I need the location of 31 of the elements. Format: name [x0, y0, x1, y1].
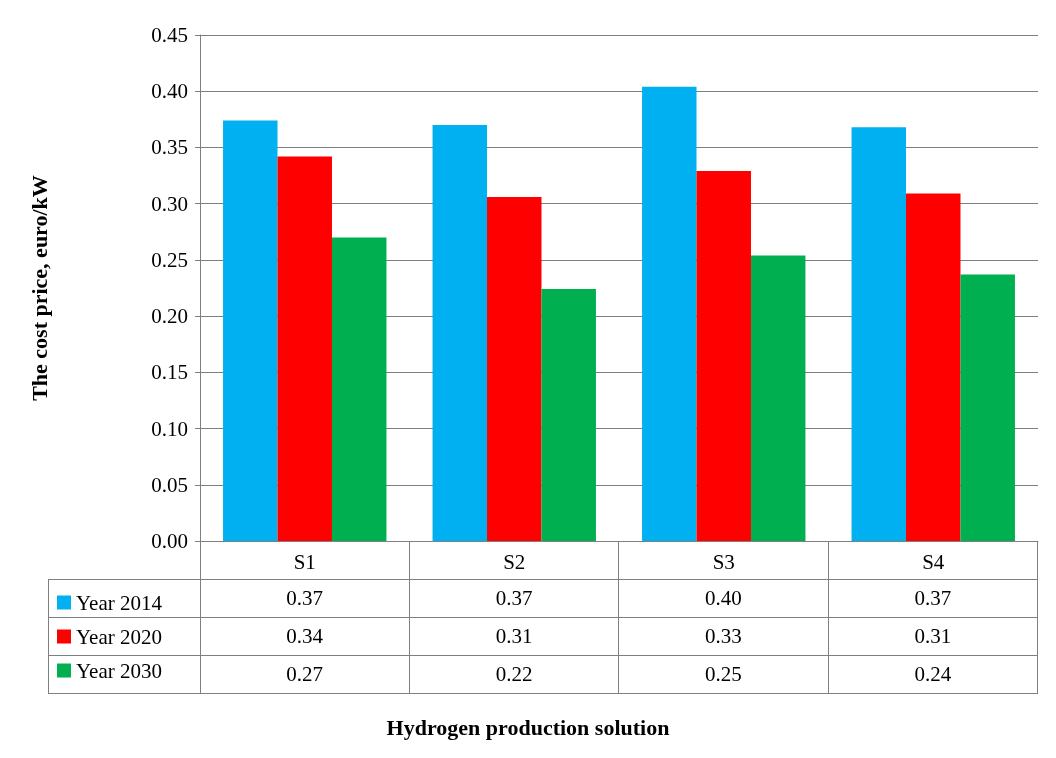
y-tick-label: 0.00: [151, 529, 188, 553]
y-tick-label: 0.20: [151, 304, 188, 329]
y-tick-label: 0.10: [151, 416, 188, 441]
data-label: 0.37: [828, 579, 1038, 618]
data-label: 0.40: [618, 579, 829, 618]
data-label: 0.33: [618, 617, 829, 656]
data-label: 0.24: [828, 655, 1038, 694]
x-tick-label: S3: [712, 549, 735, 574]
data-label: 0.27: [200, 655, 410, 694]
legend-label: Year 2020: [76, 624, 162, 649]
text: Hydrogen production solution: [386, 714, 670, 740]
data-label: 0.22: [409, 655, 619, 694]
y-tick-label: 0.15: [151, 360, 188, 385]
y-tick-label: 0.05: [151, 472, 188, 497]
legend-label: Year 2030: [76, 658, 162, 683]
data-label: 0.37: [200, 579, 410, 618]
legend-label: Year 2014: [76, 590, 163, 615]
data-label: 0.25: [618, 655, 829, 694]
y-axis-title: The cost price, euro/kW: [26, 175, 52, 401]
y-tick-label: 0.25: [151, 247, 188, 272]
data-label: 0.37: [409, 579, 619, 618]
data-label: 0.34: [200, 617, 410, 656]
data-label: 0.31: [409, 617, 619, 656]
y-tick-label: 0.45: [151, 23, 188, 47]
y-tick-label: 0.40: [151, 79, 188, 104]
y-tick-label: 0.35: [151, 135, 188, 160]
x-tick-label: S2: [503, 549, 526, 574]
x-tick-label: S1: [293, 549, 316, 574]
data-label: 0.31: [828, 617, 1038, 656]
x-tick-label: S4: [922, 549, 945, 574]
y-tick-label: 0.30: [151, 191, 188, 216]
